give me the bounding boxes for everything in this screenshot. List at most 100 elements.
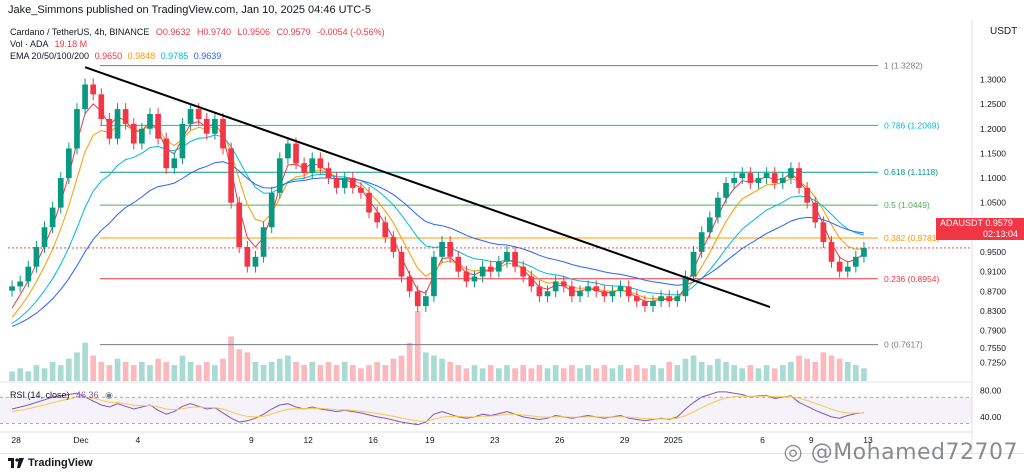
candle-body [195, 109, 202, 119]
candle [382, 216, 389, 244]
volume-bar [569, 365, 575, 381]
volume-bar [25, 371, 32, 381]
candle [236, 196, 243, 253]
candle [252, 250, 259, 273]
rsi-tick: 80.00 [980, 386, 1002, 396]
candle-body [9, 286, 15, 291]
volume-bar [341, 361, 348, 381]
candle-body [788, 168, 794, 179]
fib-label: 0.236 (0.8954) [884, 274, 939, 284]
candle [715, 191, 721, 224]
candle-body [130, 123, 137, 144]
candle-body [260, 227, 267, 257]
candle [755, 172, 762, 189]
candle-body [66, 148, 72, 179]
volume-bar [390, 358, 397, 381]
candle [155, 108, 161, 145]
price-chart[interactable]: 1 (1.3282) 0.786 (1.2069) 0.618 (1.1118) 0.… [0, 20, 1024, 453]
candle-body [349, 178, 356, 188]
candle-body [552, 281, 559, 292]
volume-label: Vol · ADA [10, 39, 49, 49]
volume-bar [414, 311, 421, 381]
candle-body [220, 118, 226, 149]
candle-body [49, 207, 56, 228]
candle [49, 201, 56, 234]
volume-bar [577, 368, 583, 381]
candle [512, 245, 518, 273]
volume-bar [276, 358, 283, 381]
candle [130, 117, 137, 150]
candle-body [212, 118, 218, 134]
candle [609, 285, 616, 303]
time-tick: 28 [11, 435, 21, 445]
volume-bar [609, 368, 616, 381]
candle-body [293, 143, 299, 164]
candle-body [609, 291, 616, 297]
candle-body [25, 266, 32, 282]
candle-body [836, 261, 843, 272]
candle [617, 280, 624, 298]
open-value: O0.9632 [155, 27, 191, 37]
volume-bar [171, 365, 178, 381]
candle [171, 152, 178, 175]
ema100-line [11, 134, 865, 324]
candle [325, 162, 332, 184]
candle-body [520, 266, 527, 277]
candle [601, 285, 608, 303]
chart-area[interactable]: 1 (1.3282) 0.786 (1.2069) 0.618 (1.1118) 0.… [0, 20, 1024, 453]
volume-bar [504, 365, 510, 381]
candle-body [236, 202, 243, 247]
candle-body [358, 187, 364, 193]
publisher-text: Jake_Simmons published on TradingView.co… [8, 4, 372, 16]
candle-body [625, 286, 632, 297]
volume-bar [698, 361, 705, 381]
volume-bar [285, 355, 291, 381]
candle-body [593, 286, 600, 292]
candle [398, 245, 405, 283]
volume-bar [658, 368, 664, 381]
candle-body [804, 187, 810, 203]
volume-bar [203, 361, 210, 381]
candle-body [276, 158, 283, 193]
volume-bar [17, 368, 24, 381]
price-tick: 0.9500 [980, 247, 1006, 257]
rsi-ma-line [12, 395, 864, 422]
fib-label: 0 (0.7617) [884, 340, 923, 350]
volume-bar [617, 365, 624, 381]
candle [747, 167, 754, 189]
candle [17, 275, 24, 293]
candle-body [617, 286, 624, 292]
candle-body [147, 114, 153, 129]
candle [528, 270, 535, 293]
candle-body [861, 247, 867, 257]
time-tick: 26 [555, 435, 565, 445]
time-tick: 16 [368, 435, 378, 445]
candle [585, 280, 591, 298]
volume-bar [496, 368, 502, 381]
candle [593, 280, 600, 298]
candle [828, 236, 835, 268]
candle [390, 231, 397, 258]
candle-body [228, 148, 234, 203]
eye-icon[interactable]: ◉ [105, 390, 113, 400]
volume-bar [633, 365, 640, 381]
time-tick: 13 [863, 435, 873, 445]
candle-body [747, 173, 754, 183]
candle-body [731, 178, 737, 183]
candle [74, 103, 80, 155]
candle [25, 260, 32, 288]
candle [260, 221, 267, 263]
candle [268, 186, 275, 234]
current-price-tag: ADAUSDT 0.9579 02:13:04 [936, 218, 1024, 240]
tradingview-logo[interactable]: TradingView [8, 457, 93, 469]
candle [106, 113, 113, 145]
candle [358, 181, 364, 199]
volume-bar [715, 358, 721, 381]
candle [90, 78, 97, 101]
volume-bar [41, 368, 48, 381]
candle-body [585, 286, 591, 292]
candle-body [763, 173, 770, 179]
candle [455, 250, 462, 278]
volume-bar [455, 365, 462, 381]
price-tag-price: 0.9579 [985, 218, 1013, 228]
